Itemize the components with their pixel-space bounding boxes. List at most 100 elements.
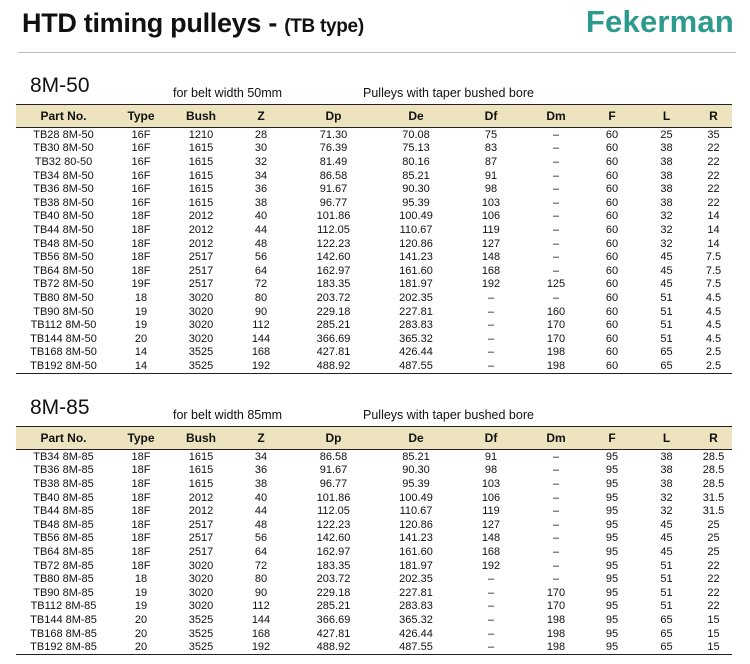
belt-width-note: for belt width 85mm	[173, 408, 283, 422]
table-cell: 95	[586, 640, 638, 655]
table-cell: 170	[546, 600, 566, 613]
table-cell: 31.5	[702, 491, 725, 504]
table-cell: 60	[605, 142, 619, 155]
table-cell: 18F	[131, 251, 151, 264]
column-header: Dm	[526, 426, 586, 450]
table-cell: 16F	[131, 196, 151, 209]
table-cell: –	[487, 600, 495, 613]
table-cell: 198	[526, 359, 586, 374]
column-header: Dm	[526, 104, 586, 128]
table-cell: 60	[605, 278, 619, 291]
table-cell: 168	[251, 627, 271, 640]
table-cell: TB48 8M-85	[33, 518, 94, 531]
table-cell: –	[552, 196, 560, 209]
table-cell: 2517	[188, 518, 214, 531]
table-cell: 51	[660, 319, 673, 332]
table-cell: 106	[481, 210, 501, 223]
table-row: TB36 8M-50 16F 1615 36 91.67 90.30 98 – 60 38 22	[16, 182, 732, 196]
table-cell: 18F	[131, 505, 151, 518]
table-cell: 366.69	[316, 332, 351, 345]
table-row: TB38 8M-50 16F 1615 38 96.77 95.39 103 – 60 38 22	[16, 196, 732, 210]
table-cell: –	[552, 518, 560, 531]
table-row: TB34 8M-85 18F 1615 34 86.58 85.21 91 – 95 38 28.5	[16, 450, 732, 464]
table-cell: 3525	[188, 346, 214, 359]
table-cell: 19	[134, 305, 148, 318]
table-cell: –	[487, 573, 495, 586]
table-cell: 15	[695, 640, 732, 655]
table-cell: 487.55	[376, 640, 456, 655]
table-row: TB48 8M-85 18F 2517 48 122.23 120.86 127 – 95 45 2…	[16, 518, 732, 532]
table-cell: TB90 8M-85	[33, 586, 94, 599]
table-cell: TB72 8M-85	[33, 559, 94, 572]
table-cell: 40	[254, 491, 268, 504]
table-cell: 32	[660, 223, 673, 236]
column-header: L	[638, 426, 695, 450]
table-cell: 38	[660, 477, 673, 490]
column-header: R	[695, 104, 732, 128]
column-header: Bush	[171, 426, 231, 450]
table-row: TB64 8M-85 18F 2517 64 162.97 161.60 168 – 95 45 2…	[16, 545, 732, 559]
table-cell: 19	[134, 600, 148, 613]
table-cell: 65	[660, 613, 673, 626]
table-cell: 3020	[188, 305, 214, 318]
table-cell: TB32 80-50	[34, 155, 93, 168]
page-title-main: HTD timing pulleys -	[22, 8, 278, 38]
table-cell: 34	[254, 450, 268, 463]
table-cell: 95	[605, 600, 619, 613]
table-cell: 45	[660, 532, 673, 545]
table-cell: 100.49	[399, 210, 433, 223]
table-cell: 18F	[131, 491, 151, 504]
table-cell: 22	[707, 169, 720, 182]
table-body: TB28 8M-50 16F 1210 28 71.30 70.08 75–60 25 35 TB…	[16, 128, 732, 374]
table-cell: 4.5	[705, 332, 722, 345]
table-cell: 25	[660, 128, 673, 141]
table-cell: 56	[254, 532, 268, 545]
table-cell: 2517	[188, 251, 214, 264]
table-cell: 103	[481, 196, 501, 209]
table-cell: 161.60	[399, 545, 433, 558]
table-cell: –	[552, 128, 560, 141]
table-cell: 38	[254, 196, 268, 209]
table-cell: 3020	[188, 291, 214, 304]
table-header-row: Part No. Type Bush Z Dp De Df Dm F L R	[16, 104, 732, 128]
table-cell: TB28 8M-50	[33, 128, 94, 141]
table-cell: 60	[605, 319, 619, 332]
table-cell: 20	[134, 332, 148, 345]
table-cell: 227.81	[399, 586, 433, 599]
table-row: TB90 8M-85 19 3020 90 229.18 227.81 – 170 95 51 22	[16, 586, 732, 600]
table-cell: 18	[134, 573, 148, 586]
table-cell: TB112 8M-50	[30, 319, 97, 332]
table-cell: 16F	[131, 155, 151, 168]
table-cell: 60	[605, 291, 619, 304]
table-cell: 95	[605, 450, 619, 463]
table-cell: 65	[638, 640, 695, 655]
table-cell: 85.21	[402, 450, 430, 463]
table-cell: 2012	[188, 210, 214, 223]
table-cell: 3525	[188, 627, 214, 640]
column-header: Type	[111, 104, 171, 128]
table-cell: 283.83	[399, 319, 433, 332]
table-row: TB112 8M-50 19 3020 112 285.21 283.83 – 170 60 51…	[16, 318, 732, 332]
table-cell: 112	[252, 600, 270, 613]
table-cell: 32	[660, 210, 673, 223]
table-row: TB80 8M-50 18 3020 80 203.72 202.35 – – 60 51 4.5	[16, 291, 732, 305]
table-cell: 7.5	[705, 251, 722, 264]
column-header: Z	[231, 426, 291, 450]
table-cell: 14	[134, 346, 148, 359]
table-cell: –	[552, 155, 560, 168]
table-cell: 80.16	[402, 155, 430, 168]
table-cell: 203.72	[316, 573, 351, 586]
table-cell: 18F	[131, 264, 151, 277]
table-cell: 168	[251, 346, 271, 359]
table-cell: –	[552, 545, 560, 558]
table-cell: 426.44	[399, 346, 433, 359]
table-cell: 72	[254, 559, 268, 572]
table-cell: 18F	[131, 450, 151, 463]
table-cell: TB90 8M-50	[33, 305, 94, 318]
table-cell: 110.67	[399, 505, 433, 518]
table-cell: –	[552, 251, 560, 264]
table-cell: 488.92	[291, 359, 376, 374]
table-cell: 365.32	[399, 332, 433, 345]
table-cell: 25	[707, 518, 720, 531]
table-cell: 183.35	[316, 559, 351, 572]
